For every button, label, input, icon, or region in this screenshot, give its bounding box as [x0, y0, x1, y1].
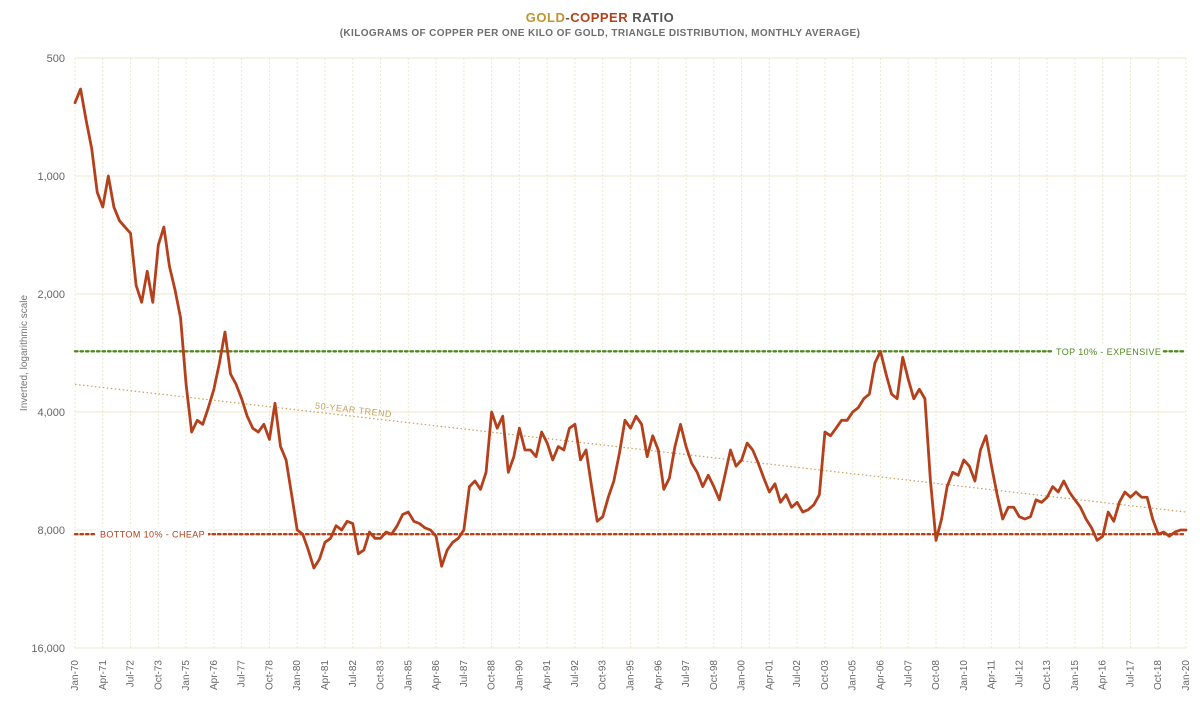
- x-tick-label: Oct-88: [487, 660, 498, 690]
- x-tick-label: Jul-77: [237, 660, 248, 688]
- x-tick-label: Jan-85: [403, 660, 414, 691]
- x-tick-label: Apr-06: [875, 660, 886, 690]
- x-tick-label: Oct-08: [931, 660, 942, 690]
- y-tick-label: 16,000: [31, 643, 65, 655]
- x-tick-label: Oct-03: [820, 660, 831, 690]
- x-tick-label: Apr-16: [1098, 660, 1109, 690]
- x-tick-label: Jan-05: [848, 660, 859, 691]
- x-tick-label: Jul-02: [792, 660, 803, 688]
- x-tick-label: Oct-83: [376, 660, 387, 690]
- x-tick-label: Oct-73: [153, 660, 164, 690]
- x-tick-label: Jul-17: [1125, 660, 1136, 688]
- x-tick-label: Oct-98: [709, 660, 720, 690]
- x-tick-label: Jan-75: [181, 660, 192, 691]
- x-tick-label: Jul-07: [903, 660, 914, 688]
- x-tick-label: Jan-80: [292, 660, 303, 691]
- chart-subtitle: (KILOGRAMS OF COPPER PER ONE KILO OF GOL…: [339, 28, 861, 39]
- x-tick-label: Jul-92: [570, 660, 581, 688]
- title-dash: -: [565, 10, 571, 25]
- bottom-10-label: BOTTOM 10% - CHEAP: [100, 530, 205, 540]
- x-tick-label: Jul-12: [1014, 660, 1025, 688]
- x-tick-label: Jan-90: [514, 660, 525, 691]
- y-axis-label: Inverted, logarithmic scale: [19, 294, 30, 411]
- x-tick-label: Jul-97: [681, 660, 692, 688]
- title-copper: COPPER: [570, 10, 629, 25]
- y-tick-label: 4,000: [37, 407, 65, 419]
- x-tick-label: Apr-71: [98, 660, 109, 690]
- x-tick-label: Oct-18: [1153, 660, 1164, 690]
- x-tick-label: Oct-13: [1042, 660, 1053, 690]
- y-tick-label: 500: [47, 53, 65, 65]
- x-tick-label: Jan-10: [959, 660, 970, 691]
- y-tick-label: 8,000: [37, 525, 65, 537]
- x-tick-label: Jan-20: [1181, 660, 1192, 691]
- x-tick-label: Apr-96: [653, 660, 664, 690]
- top-10-label: TOP 10% - EXPENSIVE: [1056, 347, 1161, 357]
- x-tick-label: Jan-70: [70, 660, 81, 691]
- x-tick-label: Jan-15: [1070, 660, 1081, 691]
- y-axis: 500 1,000 2,000 4,000 8,000 16,000: [31, 53, 65, 655]
- gridlines: [74, 57, 1187, 649]
- x-tick-label: Jan-00: [737, 660, 748, 691]
- title-gold: GOLD: [525, 10, 566, 25]
- x-tick-label: Apr-76: [209, 660, 220, 690]
- series-line-gold-copper-ratio: [73, 87, 1188, 570]
- title-ratio: RATIO: [628, 10, 675, 25]
- y-tick-label: 1,000: [37, 171, 65, 183]
- y-tick-label: 2,000: [37, 289, 65, 301]
- x-tick-label: Apr-01: [764, 660, 775, 690]
- chart-title: GOLD-COPPER RATIO: [0, 10, 1200, 25]
- x-axis: Jan-70 Apr-71 Jul-72 Oct-73 Jan-75 Apr-76 Jul-…: [70, 660, 1192, 691]
- x-tick-label: Apr-11: [987, 660, 998, 690]
- series-layer: [73, 87, 1188, 570]
- x-tick-label: Jul-82: [348, 660, 359, 688]
- reference-label-bg: [96, 527, 208, 542]
- x-tick-label: Oct-78: [264, 660, 275, 690]
- x-tick-label: Apr-86: [431, 660, 442, 690]
- x-tick-label: Apr-91: [542, 660, 553, 690]
- x-tick-label: Jul-72: [126, 660, 137, 688]
- x-tick-label: Jul-87: [459, 660, 470, 688]
- x-tick-label: Oct-93: [598, 660, 609, 690]
- x-tick-label: Jan-95: [626, 660, 637, 691]
- reference-label-bg: [1052, 344, 1162, 359]
- x-tick-label: Apr-81: [320, 660, 331, 690]
